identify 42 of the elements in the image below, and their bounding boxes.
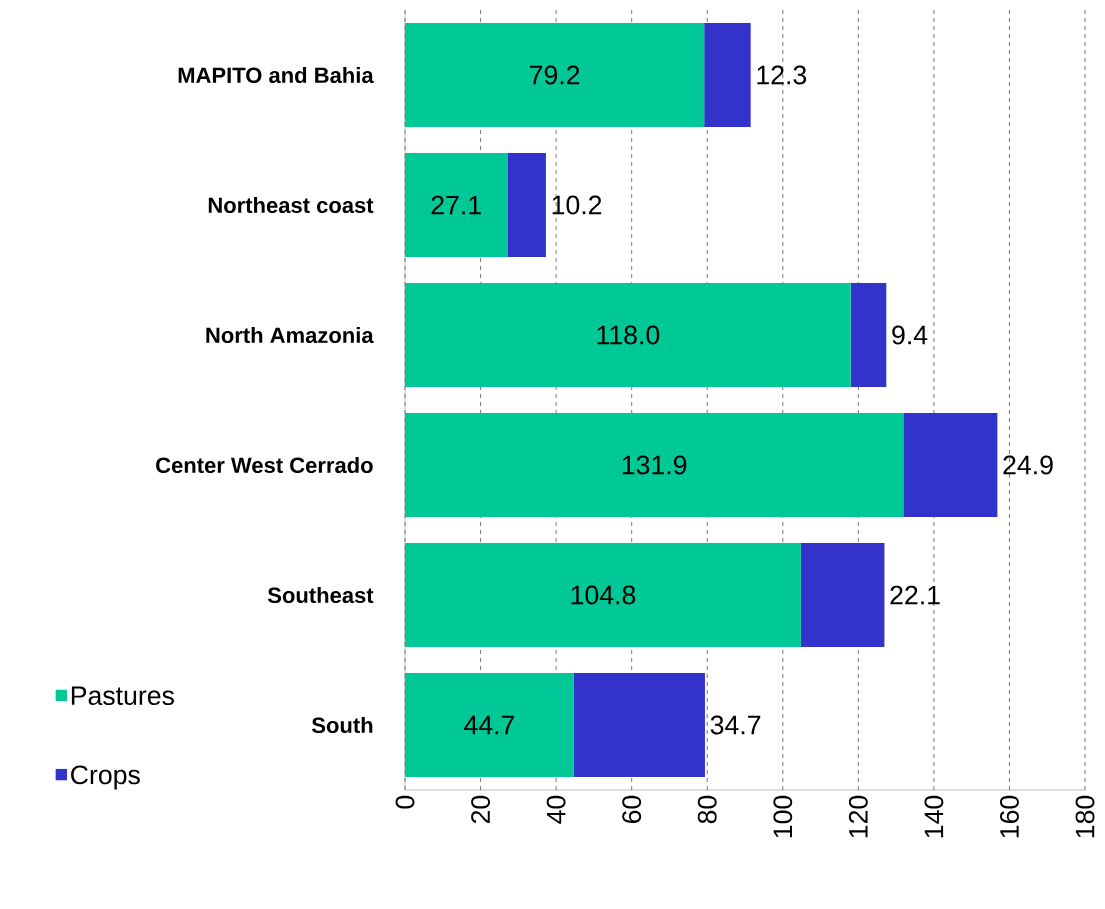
- x-tick-label: 160: [1000, 795, 1019, 838]
- y-tick-label: Center West Cerrado: [156, 456, 373, 474]
- data-label: 24.9: [1003, 455, 1053, 475]
- bar: [405, 23, 705, 128]
- y-tick-label: South: [311, 716, 373, 734]
- data-label: 10.2: [552, 195, 602, 215]
- bar: [800, 543, 885, 648]
- bar: [405, 673, 574, 778]
- data-label: 12.3: [757, 65, 807, 85]
- data-label: 22.1: [890, 585, 940, 605]
- bar: [903, 413, 998, 518]
- bar: [405, 283, 851, 387]
- x-tick-label: 0: [395, 795, 415, 809]
- x-tick-label: 80: [697, 795, 717, 824]
- x-tick-label: 60: [622, 795, 642, 824]
- bar: [405, 543, 801, 648]
- data-label: 44.7: [464, 715, 515, 735]
- legend-label: Crops: [71, 765, 140, 790]
- x-tick-label: 180: [1075, 795, 1095, 838]
- data-label: 131.9: [622, 455, 687, 475]
- data-label: 34.7: [710, 715, 761, 735]
- bar: [507, 153, 546, 257]
- bar: [405, 153, 508, 257]
- x-tick-label: 100: [773, 795, 793, 838]
- x-tick-label: 140: [924, 795, 944, 838]
- y-tick-label: Northeast coast: [208, 196, 374, 214]
- data-label: 118.0: [597, 325, 660, 345]
- y-tick-label: Southeast: [267, 586, 374, 604]
- data-label: 27.1: [431, 195, 481, 215]
- data-label: 79.2: [530, 65, 580, 85]
- legend-label: Pastures: [71, 686, 174, 706]
- y-tick-label: North Amazonia: [206, 326, 374, 344]
- data-label: 9.4: [892, 325, 928, 345]
- x-tick-label: 120: [848, 795, 868, 838]
- data-label: 104.8: [571, 585, 636, 605]
- y-tick-label: MAPITO and Bahia: [178, 66, 374, 84]
- bar: [573, 673, 705, 778]
- bar: [850, 283, 887, 387]
- x-tick-label: 20: [471, 795, 490, 824]
- bar: [704, 23, 751, 128]
- bar: [405, 413, 904, 518]
- x-tick-label: 40: [546, 795, 566, 824]
